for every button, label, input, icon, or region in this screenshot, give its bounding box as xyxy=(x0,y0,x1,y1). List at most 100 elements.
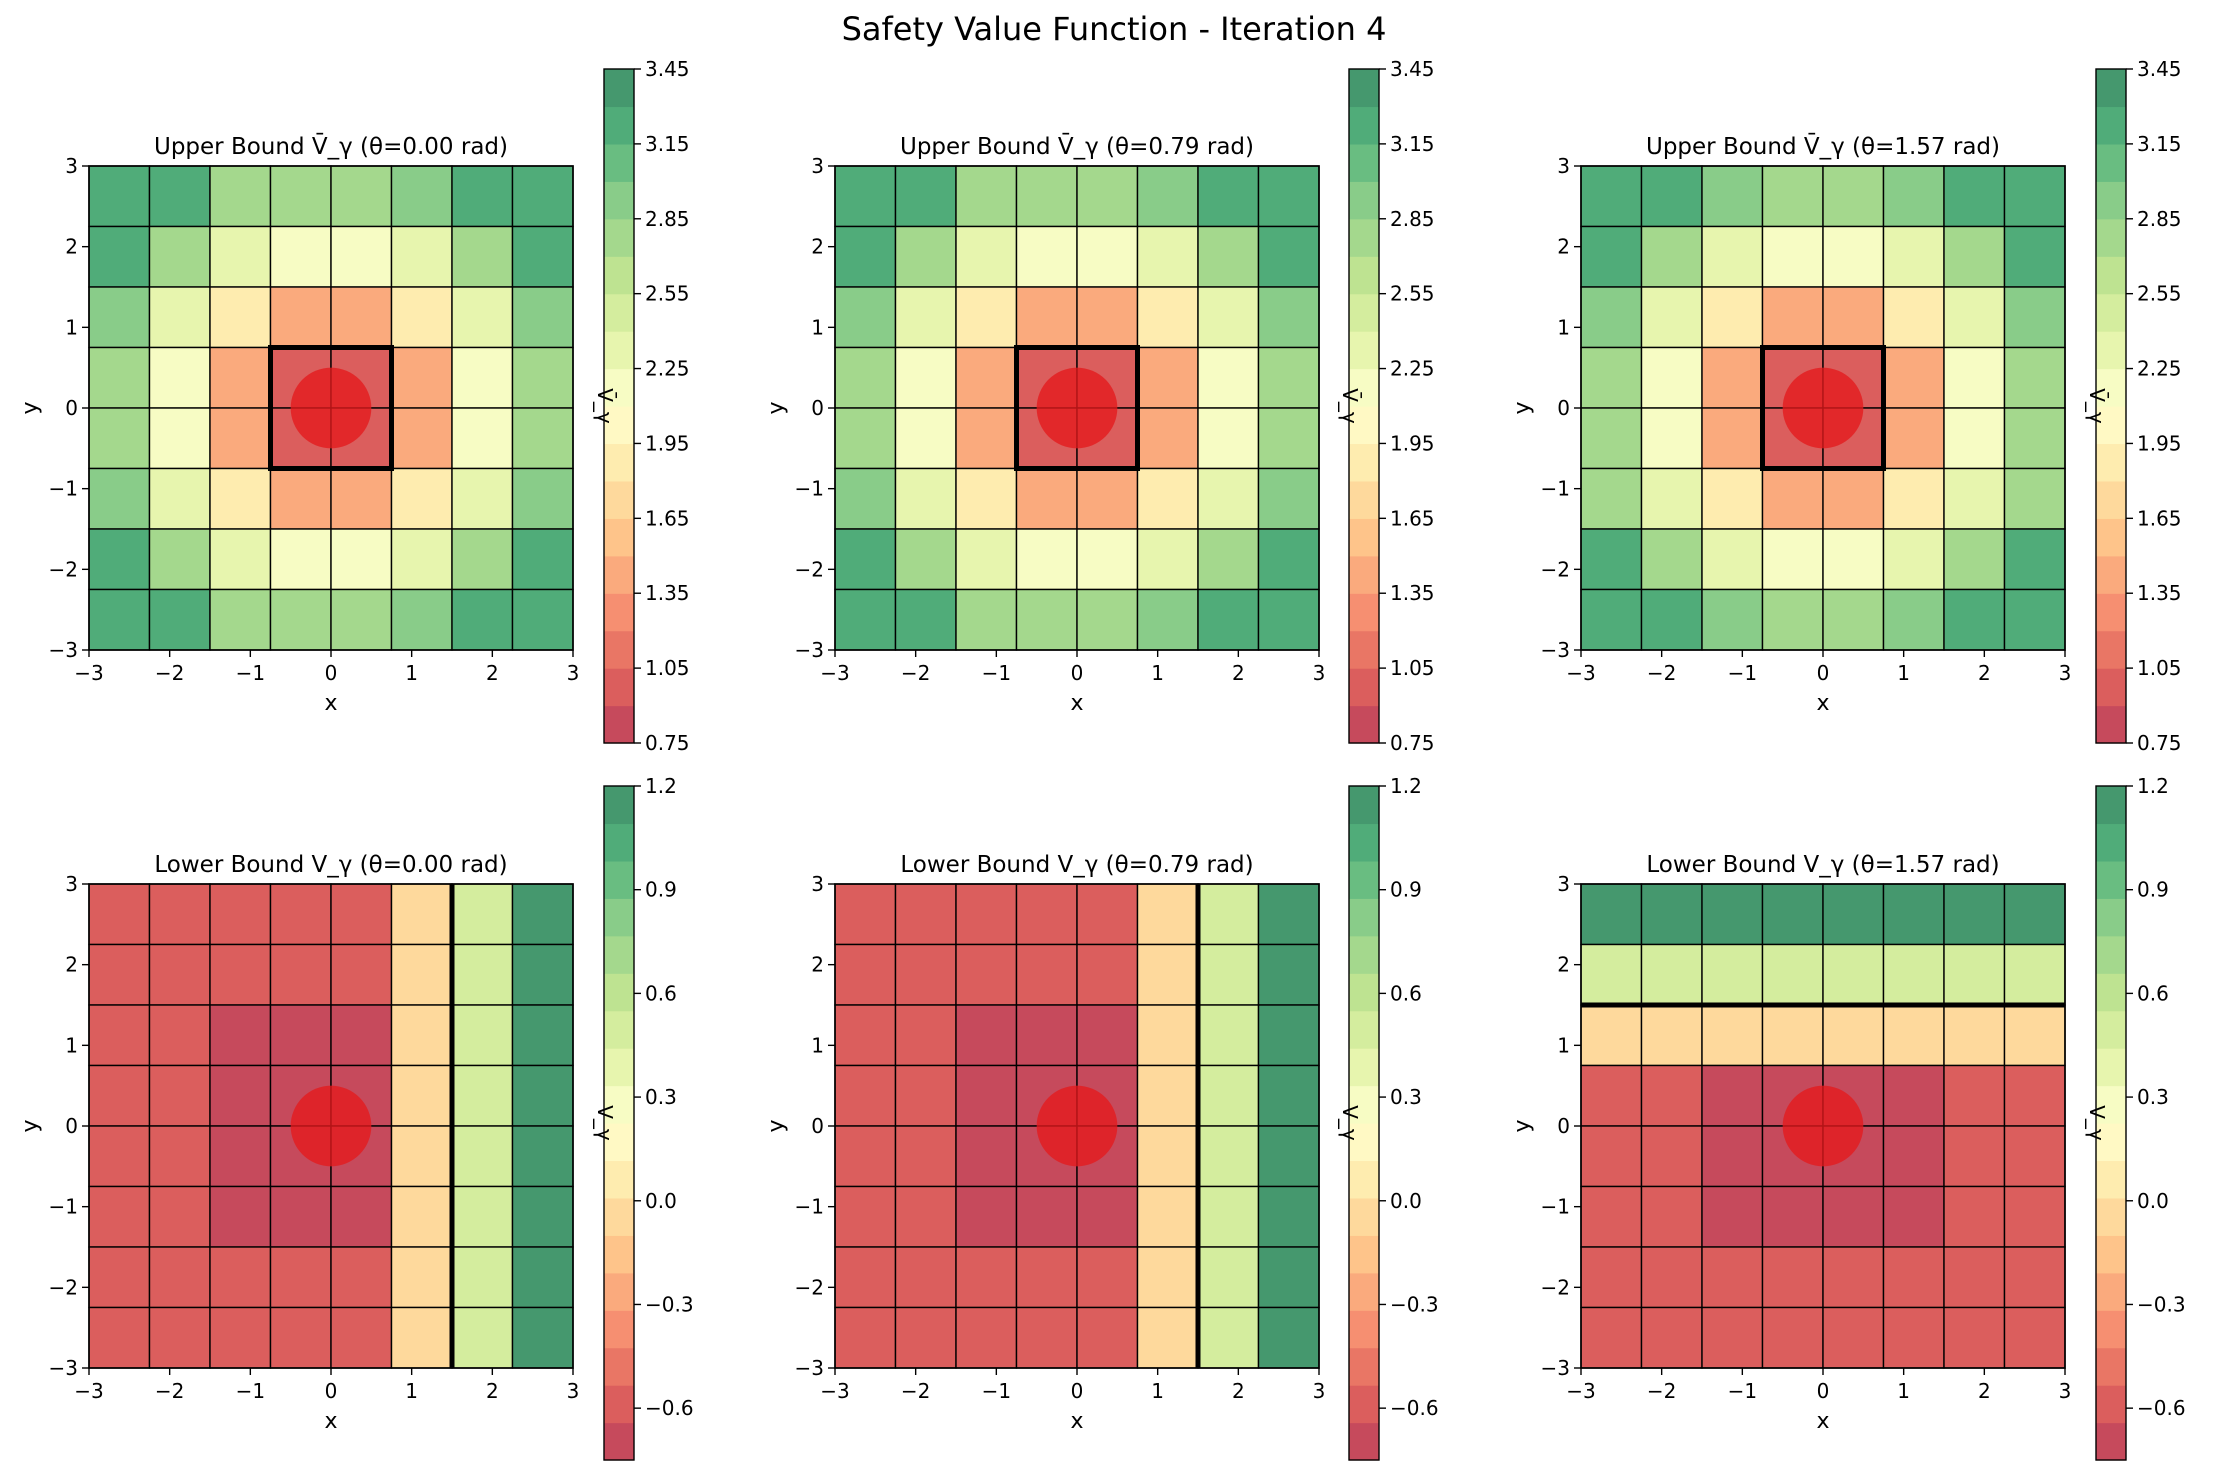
colorbar-band xyxy=(604,143,634,182)
colorbar-band xyxy=(604,898,634,937)
colorbar-band xyxy=(2096,630,2126,669)
y-tick-label: −1 xyxy=(49,477,78,501)
x-tick-label: 3 xyxy=(1313,661,1326,685)
heatmap-cell xyxy=(2003,943,2066,1006)
heatmap-cell xyxy=(955,407,1018,470)
heatmap-cell xyxy=(88,1064,151,1127)
colorbar-frame xyxy=(1348,785,1380,1461)
heatmap-cell xyxy=(894,1185,957,1248)
heatmap-cell xyxy=(1257,346,1320,409)
colorbar-band xyxy=(604,69,634,108)
colorbar-label: V_γ xyxy=(1338,1105,1362,1141)
heatmap-cell xyxy=(1882,1125,1945,1188)
heatmap-cell xyxy=(1640,165,1703,228)
heatmap-cell xyxy=(1943,407,2006,470)
heatmap-cell xyxy=(2003,165,2066,228)
heatmap-cell xyxy=(1015,528,1078,591)
y-tick-label: 2 xyxy=(811,953,824,977)
x-tick-label: 2 xyxy=(486,1379,499,1403)
heatmap-cell xyxy=(1701,165,1764,228)
heatmap-cell xyxy=(1701,1185,1764,1248)
colorbar-band xyxy=(2096,705,2126,744)
heatmap-cell xyxy=(269,943,332,1006)
heatmap-cell xyxy=(511,588,574,651)
heatmap-cell xyxy=(1640,943,1703,1006)
heatmap-cell xyxy=(894,1306,957,1369)
colorbar-band xyxy=(1349,406,1379,445)
colorbar-band xyxy=(2096,1310,2126,1349)
colorbar-band xyxy=(604,1085,634,1124)
heatmap-cell xyxy=(148,165,211,228)
colorbar-tick-label: 1.05 xyxy=(1390,656,1435,680)
y-axis-label: y xyxy=(18,401,43,414)
panel-5: −3 −2 −1 0 1 2 3 −3 −2 −1 0 1 2 3 x y Lower Bound V_γ (θ… xyxy=(1510,774,2186,1461)
colorbar-band xyxy=(2096,935,2126,974)
colorbar-tick-label: 3.15 xyxy=(1390,132,1435,156)
y-tick-label: −1 xyxy=(795,477,824,501)
zero-level-contour xyxy=(268,345,394,471)
panel-title: Lower Bound V_γ (θ=0.00 rad) xyxy=(154,852,507,878)
panel-title: Lower Bound V_γ (θ=1.57 rad) xyxy=(1646,852,1999,878)
heatmap-cell xyxy=(511,1246,574,1309)
colorbar-band xyxy=(1349,823,1379,862)
x-tick-label: −2 xyxy=(155,661,184,685)
colorbar-band xyxy=(2096,1123,2126,1162)
heatmap-cell xyxy=(834,588,897,651)
heatmap-cell xyxy=(1761,1004,1824,1067)
heatmap-cell xyxy=(1580,883,1643,946)
x-tick-label: 0 xyxy=(325,1379,338,1403)
heatmap-cell xyxy=(1882,225,1945,288)
heatmap-cell xyxy=(1701,1306,1764,1369)
colorbar-band xyxy=(604,1197,634,1236)
heatmap-cell xyxy=(390,467,453,530)
colorbar-band xyxy=(604,1385,634,1424)
heatmap-cell xyxy=(834,286,897,349)
colorbar-tick-label: 3.15 xyxy=(2137,132,2182,156)
colorbar-tick-label: −0.6 xyxy=(2137,1396,2186,1420)
x-tick-label: 1 xyxy=(405,1379,418,1403)
heatmap-cell xyxy=(894,165,957,228)
colorbar-band xyxy=(1349,860,1379,899)
heatmap-cell xyxy=(390,225,453,288)
panel-title: Upper Bound V̄_γ (θ=1.57 rad) xyxy=(1646,132,2000,160)
heatmap-cell xyxy=(1257,528,1320,591)
colorbar-tick-label: 1.2 xyxy=(2137,774,2169,798)
colorbar-tick-label: 1.95 xyxy=(2137,431,2182,455)
y-tick-label: −3 xyxy=(49,638,78,662)
colorbar-band xyxy=(1349,1197,1379,1236)
heatmap-cell xyxy=(1822,528,1885,591)
heatmap-cell xyxy=(1640,1246,1703,1309)
heatmap-cell xyxy=(390,1185,453,1248)
colorbar-tick-label: 1.65 xyxy=(2137,506,2182,530)
heatmap-cell xyxy=(2003,1306,2066,1369)
colorbar-band xyxy=(604,1310,634,1349)
heatmap-cell xyxy=(894,588,957,651)
heatmap-cell xyxy=(955,1004,1018,1067)
heatmap-cell xyxy=(511,1185,574,1248)
heatmap-cell xyxy=(88,225,151,288)
colorbar-tick-label: 0.6 xyxy=(2137,981,2169,1005)
colorbar-tick-label: 0.75 xyxy=(1390,731,1435,755)
y-tick-label: 2 xyxy=(65,953,78,977)
heatmap-cell xyxy=(1580,1185,1643,1248)
heatmap-cell xyxy=(1076,883,1139,946)
y-tick-label: 0 xyxy=(1557,396,1570,420)
heatmap-cell xyxy=(1580,1064,1643,1127)
heatmap-cell xyxy=(1580,407,1643,470)
y-tick-label: 1 xyxy=(811,315,824,339)
colorbar-tick-label: 0.6 xyxy=(645,981,677,1005)
heatmap-cell xyxy=(209,1125,272,1188)
y-tick-label: 1 xyxy=(1557,315,1570,339)
heatmap-cell xyxy=(1822,467,1885,530)
colorbar-band xyxy=(1349,1310,1379,1349)
heatmap-cell xyxy=(834,225,897,288)
heatmap-cell xyxy=(1015,1246,1078,1309)
colorbar-frame xyxy=(603,785,635,1461)
colorbar-band xyxy=(2096,1085,2126,1124)
heatmap-cell xyxy=(1197,883,1260,946)
heatmap-cells xyxy=(834,165,1320,651)
colorbar-frame xyxy=(2095,68,2127,744)
obstacle-circle xyxy=(1036,1085,1118,1167)
heatmap-cell xyxy=(209,286,272,349)
y-axis-label: y xyxy=(1510,401,1535,414)
